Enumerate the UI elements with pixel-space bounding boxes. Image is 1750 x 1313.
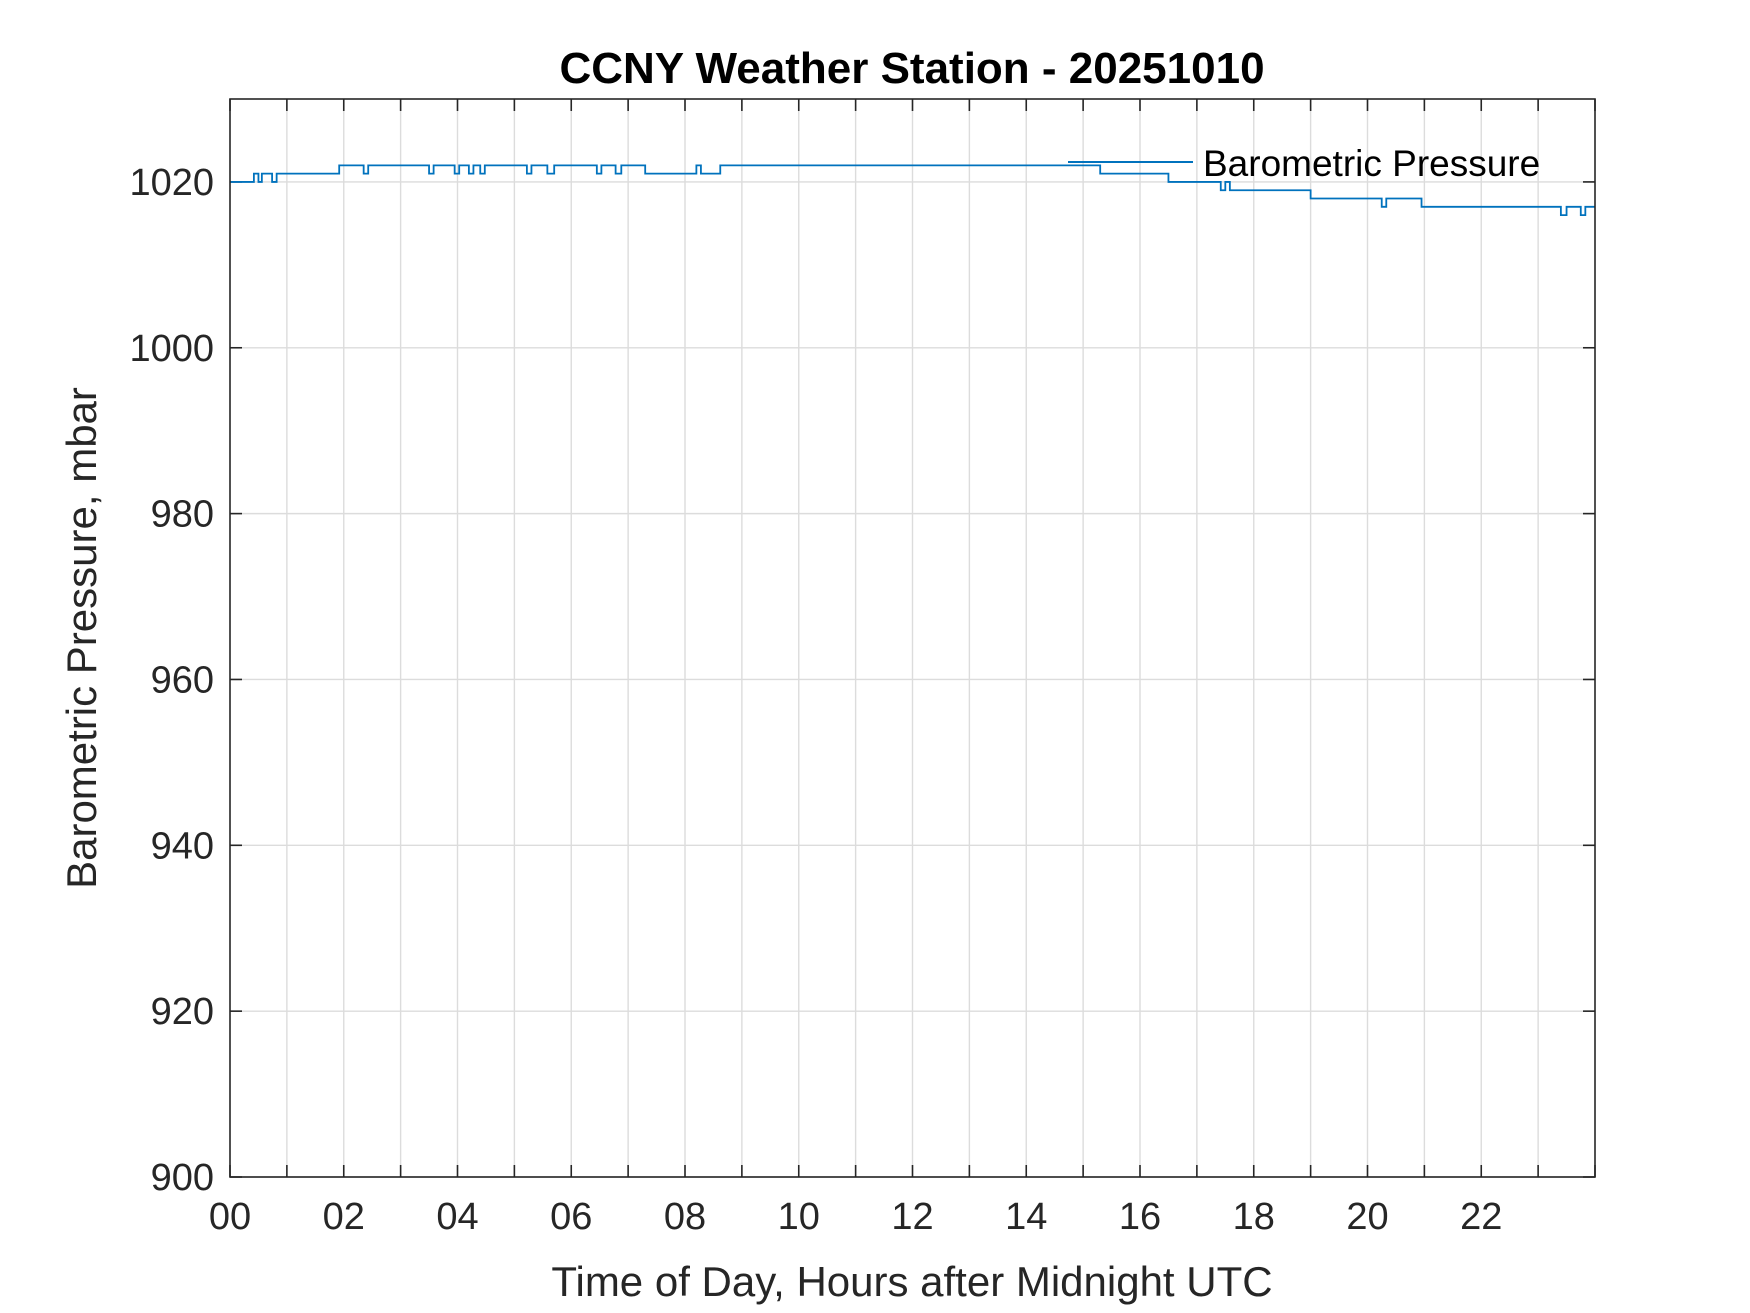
y-tick-label-960: 960 xyxy=(151,659,214,701)
y-tick-label-920: 920 xyxy=(151,991,214,1033)
x-tick-label-20: 20 xyxy=(1346,1196,1388,1238)
series-line-barometric-pressure xyxy=(230,164,1595,216)
x-axis-label: Time of Day, Hours after Midnight UTC xyxy=(551,1258,1272,1305)
plot-frame xyxy=(229,98,1596,1178)
y-axis-label: Barometric Pressure, mbar xyxy=(58,387,105,889)
x-tick-label-02: 02 xyxy=(323,1196,365,1238)
y-tick-label-1020: 1020 xyxy=(129,162,214,204)
y-tick-label-1000: 1000 xyxy=(129,328,214,370)
x-tick-labels: 00 02 04 06 08 10 12 14 16 18 20 22 xyxy=(209,1196,1503,1238)
x-tick-label-08: 08 xyxy=(664,1196,706,1238)
x-tick-label-10: 10 xyxy=(778,1196,820,1238)
x-tick-label-12: 12 xyxy=(891,1196,933,1238)
legend-label-barometric-pressure: Barometric Pressure xyxy=(1203,143,1540,184)
x-tick-label-00: 00 xyxy=(209,1196,251,1238)
gridlines xyxy=(230,99,1595,1178)
chart-title: CCNY Weather Station - 20251010 xyxy=(559,44,1264,93)
series-layer xyxy=(230,164,1595,216)
y-tick-label-980: 980 xyxy=(151,494,214,536)
legend: Barometric Pressure xyxy=(1068,143,1540,184)
x-tick-label-14: 14 xyxy=(1005,1196,1047,1238)
x-tick-label-06: 06 xyxy=(550,1196,592,1238)
x-tick-label-04: 04 xyxy=(436,1196,478,1238)
y-tick-label-940: 940 xyxy=(151,825,214,867)
x-tick-label-22: 22 xyxy=(1460,1196,1502,1238)
x-tick-label-16: 16 xyxy=(1119,1196,1161,1238)
y-tick-labels: 900 920 940 960 980 1000 1020 xyxy=(129,162,214,1199)
y-tick-label-900: 900 xyxy=(151,1157,214,1199)
x-tick-label-18: 18 xyxy=(1233,1196,1275,1238)
